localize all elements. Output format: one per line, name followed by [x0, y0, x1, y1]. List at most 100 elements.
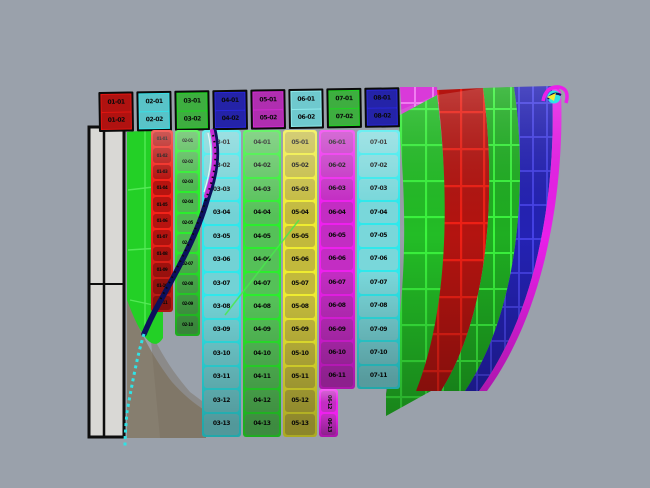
surface-panel[interactable]: 07-06: [359, 248, 398, 271]
back-panel-cell[interactable]: 01-01: [101, 94, 131, 112]
back-panel-b02[interactable]: 02-01 02-02: [136, 90, 172, 132]
back-panel-cell[interactable]: 03-01: [177, 93, 207, 111]
surface-panel[interactable]: 06-05: [321, 225, 353, 247]
surface-panel[interactable]: 06-03: [321, 178, 353, 201]
back-panel-cell[interactable]: 07-01: [329, 90, 359, 108]
surface-panel[interactable]: 05-12: [285, 390, 315, 412]
surface-panel[interactable]: 04-08: [245, 296, 279, 318]
surface-panel[interactable]: 06-12: [321, 391, 336, 412]
surface-panel[interactable]: 04-10: [245, 343, 279, 365]
surface-panel[interactable]: 02-06: [177, 234, 198, 253]
panel-strip-05[interactable]: 05-01 05-02 05-03 05-04 05-05 05-06 05-07 05-08…: [283, 130, 317, 437]
surface-panel[interactable]: 03-12: [204, 390, 239, 412]
surface-panel[interactable]: 02-03: [177, 172, 198, 192]
surface-panel[interactable]: 04-09: [245, 319, 279, 342]
surface-panel[interactable]: 05-09: [285, 319, 315, 342]
surface-panel[interactable]: 03-02: [204, 155, 239, 177]
back-panel-b03[interactable]: 03-01 03-02: [174, 90, 210, 131]
back-panel-cell[interactable]: 02-01: [139, 93, 169, 111]
surface-panel[interactable]: 06-11: [321, 365, 353, 387]
surface-panel[interactable]: 06-04: [321, 202, 353, 224]
surface-panel[interactable]: 07-01: [359, 132, 398, 154]
surface-panel[interactable]: 05-01: [285, 132, 315, 154]
back-panel-b04[interactable]: 04-01 04-02: [212, 89, 248, 131]
surface-panel[interactable]: 01-11: [153, 295, 171, 310]
back-panel-cell[interactable]: 05-02: [253, 109, 283, 127]
back-panel-cell[interactable]: 05-01: [253, 92, 283, 110]
surface-panel[interactable]: 07-10: [359, 342, 398, 364]
surface-panel[interactable]: 04-06: [245, 249, 279, 271]
surface-panel[interactable]: 03-07: [204, 272, 239, 295]
surface-panel[interactable]: 02-02: [177, 152, 198, 171]
surface-panel[interactable]: 07-03: [359, 178, 398, 201]
surface-panel[interactable]: 03-01: [204, 132, 239, 154]
surface-panel[interactable]: 02-08: [177, 274, 198, 294]
surface-panel[interactable]: 03-08: [204, 296, 239, 318]
surface-panel[interactable]: 07-02: [359, 155, 398, 177]
slab-face[interactable]: [87, 125, 126, 439]
back-panel-cell[interactable]: 06-02: [291, 109, 321, 126]
surface-panel[interactable]: 05-06: [285, 249, 315, 271]
back-panel-cell[interactable]: 01-02: [101, 111, 131, 129]
back-panel-b05[interactable]: 05-01 05-02: [250, 89, 286, 130]
surface-panel[interactable]: 04-02: [245, 155, 279, 177]
surface-panel[interactable]: 06-06: [321, 248, 353, 271]
back-panel-b07[interactable]: 07-01 07-02: [326, 87, 362, 129]
surface-panel[interactable]: 05-10: [285, 343, 315, 365]
surface-panel[interactable]: 06-09: [321, 318, 353, 341]
surface-panel[interactable]: 03-03: [204, 178, 239, 201]
surface-panel[interactable]: 01-09: [153, 262, 171, 278]
surface-panel[interactable]: 02-10: [177, 315, 198, 335]
flat-slab-panel[interactable]: [87, 125, 126, 439]
surface-panel[interactable]: 06-07: [321, 272, 353, 294]
back-panel-cell[interactable]: 08-01: [367, 90, 397, 108]
surface-panel[interactable]: 03-04: [204, 202, 239, 224]
surface-panel[interactable]: 07-08: [359, 295, 398, 317]
surface-panel[interactable]: 03-09: [204, 319, 239, 342]
surface-panel[interactable]: 05-08: [285, 296, 315, 318]
surface-panel[interactable]: 05-11: [285, 366, 315, 389]
surface-panel[interactable]: 07-04: [359, 202, 398, 224]
surface-panel[interactable]: 04-05: [245, 225, 279, 248]
surface-panel[interactable]: 06-02: [321, 155, 353, 177]
surface-panel[interactable]: 01-03: [153, 164, 171, 180]
surface-panel[interactable]: 07-09: [359, 318, 398, 341]
back-panel-b06[interactable]: 06-01 06-02: [288, 88, 324, 130]
back-panel-cell[interactable]: 07-02: [329, 108, 359, 126]
surface-panel[interactable]: 05-03: [285, 178, 315, 201]
surface-panel[interactable]: 04-04: [245, 202, 279, 224]
surface-panel[interactable]: 01-08: [153, 246, 171, 261]
back-panel-cell[interactable]: 08-02: [367, 107, 397, 125]
surface-panel[interactable]: 02-09: [177, 295, 198, 314]
surface-panel[interactable]: 03-05: [204, 225, 239, 248]
panel-strip-04[interactable]: 04-01 04-02 04-03 04-04 04-05 04-06 04-07 04-08…: [243, 130, 281, 437]
surface-panel[interactable]: 01-01: [153, 132, 171, 147]
surface-panel[interactable]: 06-10: [321, 342, 353, 364]
surface-panel[interactable]: 02-07: [177, 254, 198, 273]
surface-panel[interactable]: 03-10: [204, 343, 239, 365]
back-panel-b01[interactable]: 01-01 01-02: [98, 91, 134, 132]
back-panel-cell[interactable]: 04-02: [215, 110, 245, 128]
surface-panel[interactable]: 02-05: [177, 213, 198, 233]
panel-strip-06[interactable]: 06-01 06-02 06-03 06-04 06-05 06-06 06-07 06-08…: [319, 130, 355, 389]
panel-strip-06t[interactable]: 06-12 06-13: [319, 389, 338, 437]
surface-panel[interactable]: 01-07: [153, 230, 171, 245]
surface-panel[interactable]: 06-08: [321, 295, 353, 317]
panel-strip-01[interactable]: 01-01 01-02 01-03 01-04 01-05 01-06 01-07 01-08…: [151, 130, 173, 312]
back-panel-cell[interactable]: 06-01: [291, 91, 321, 109]
surface-panel[interactable]: 01-02: [153, 148, 171, 163]
surface-panel[interactable]: 03-06: [204, 249, 239, 271]
surface-panel[interactable]: 03-11: [204, 366, 239, 389]
back-panel-b08[interactable]: 08-01 08-02: [364, 87, 400, 128]
panel-strip-02[interactable]: 02-01 02-02 02-03 02-04 02-05 02-06 02-07 02-08…: [175, 130, 200, 336]
surface-panel[interactable]: 04-03: [245, 178, 279, 201]
panel-strip-03[interactable]: 03-01 03-02 03-03 03-04 03-05 03-06 03-07 03-08…: [202, 130, 241, 437]
back-panel-cell[interactable]: 04-01: [215, 92, 245, 110]
surface-panel[interactable]: 03-13: [204, 413, 239, 436]
surface-panel[interactable]: 01-06: [153, 213, 171, 229]
surface-panel[interactable]: 04-12: [245, 390, 279, 412]
surface-panel[interactable]: 01-10: [153, 279, 171, 294]
surface-panel[interactable]: 04-11: [245, 366, 279, 389]
surface-panel[interactable]: 07-05: [359, 225, 398, 247]
surface-panel[interactable]: 02-04: [177, 193, 198, 212]
